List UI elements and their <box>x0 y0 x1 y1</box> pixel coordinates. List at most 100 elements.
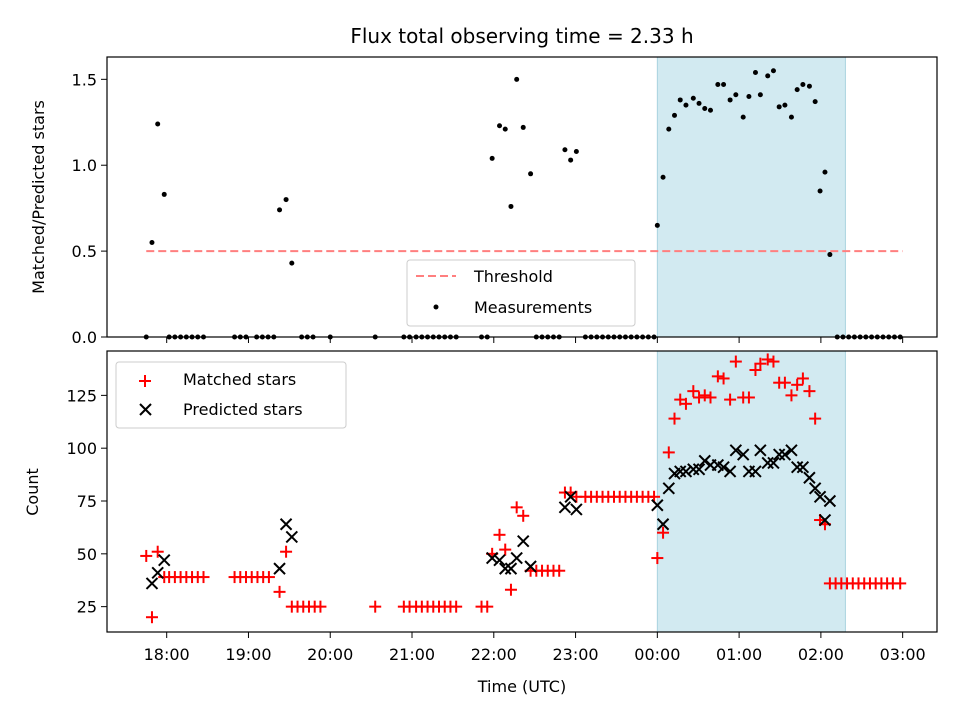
matched-star-point <box>493 528 506 541</box>
matched-star-point <box>668 412 681 425</box>
matched-star-point <box>729 355 742 368</box>
top-y-tick-label: 1.0 <box>72 156 97 175</box>
matched-star-point <box>262 571 275 584</box>
predicted-star-point <box>803 471 816 484</box>
predicted-star-point <box>273 562 286 575</box>
predicted-star-point <box>790 460 804 474</box>
predicted-star-point <box>818 513 832 527</box>
matched-star-point <box>481 600 494 613</box>
measurement-point <box>721 81 727 87</box>
measurement-point <box>715 81 721 87</box>
matched-star-point <box>504 583 517 596</box>
predicted-star-point <box>687 463 700 476</box>
legend-measurements-label: Measurements <box>474 298 592 317</box>
measurement-point <box>283 197 289 203</box>
measurement-point <box>568 157 574 163</box>
matched-star-point <box>761 353 774 366</box>
x-ticks: 18:00 19:00 20:00 21:00 22:00 23:00 00:00 01:00… <box>144 337 926 664</box>
measurement-point <box>765 73 771 79</box>
measurement-point <box>666 126 672 132</box>
matched-star-point <box>450 600 463 613</box>
measurement-point <box>822 169 828 175</box>
matched-star-point <box>778 376 791 389</box>
measurements-series <box>143 68 903 340</box>
measurement-point <box>677 97 683 103</box>
predicted-star-point <box>279 518 293 531</box>
measurement-point <box>806 83 812 89</box>
predicted-star-point <box>570 503 583 516</box>
x-tick-label: 19:00 <box>225 645 271 664</box>
measurement-point <box>776 104 782 110</box>
predicted-star-point <box>504 562 518 575</box>
top-legend-box <box>406 259 636 327</box>
predicted-star-point <box>767 456 780 470</box>
legend-threshold-label: Threshold <box>473 267 553 286</box>
bottom-y-tick-label: 50 <box>77 545 97 564</box>
matched-star-point <box>717 372 730 385</box>
matched-star-point <box>754 357 767 370</box>
x-axis-label: Time (UTC) <box>477 677 566 696</box>
predicted-star-point <box>796 460 810 474</box>
matched-star-point <box>517 509 530 522</box>
x-tick-label: 23:00 <box>553 645 599 664</box>
predicted-star-point <box>151 566 164 580</box>
top-y-axis-label: Matched/Predicted stars <box>29 100 48 294</box>
x-tick-label: 21:00 <box>389 645 435 664</box>
predicted-star-point <box>772 448 786 461</box>
matched-star-point <box>140 549 153 562</box>
matched-star-point <box>749 364 762 377</box>
predicted-stars-series <box>145 444 837 590</box>
measurement-point <box>149 240 155 246</box>
predicted-star-point <box>499 562 512 575</box>
measurement-point <box>489 155 495 161</box>
matched-star-point <box>679 397 692 410</box>
predicted-star-point <box>808 482 822 495</box>
matched-star-point <box>693 391 706 404</box>
measurement-point <box>696 100 702 106</box>
matched-star-point <box>553 564 566 577</box>
measurement-point <box>502 126 508 132</box>
bottom-y-tick-label: 75 <box>77 492 97 511</box>
measurement-point <box>573 148 579 154</box>
bottom-axes-frame <box>106 350 938 633</box>
predicted-star-point <box>651 499 664 512</box>
top-panel: 0.0 0.5 1.0 1.5 Matched/Predicted stars Thr… <box>29 56 938 347</box>
measurement-point <box>155 121 161 127</box>
measurement-point <box>707 107 713 113</box>
measurement-point <box>683 102 689 108</box>
measurement-point <box>757 92 763 98</box>
predicted-star-point <box>717 460 730 474</box>
matched-star-point <box>791 378 804 391</box>
predicted-star-point <box>158 553 171 567</box>
measurement-point <box>800 81 806 87</box>
bottom-legend-box <box>115 361 347 429</box>
top-y-tick-label: 0.0 <box>72 328 97 347</box>
x-tick-label: 18:00 <box>144 645 190 664</box>
matched-stars-series <box>140 353 907 624</box>
bottom-legend: Matched stars Predicted stars <box>115 361 347 429</box>
legend-matched-label: Matched stars <box>183 370 296 389</box>
predicted-star-point <box>510 551 523 565</box>
legend-measurements-swatch <box>433 304 439 310</box>
top-y-ticks: 0.0 0.5 1.0 1.5 <box>72 70 107 347</box>
matched-star-point <box>273 585 286 598</box>
matched-star-point <box>510 501 523 514</box>
measurement-point <box>514 76 520 82</box>
bottom-y-tick-label: 25 <box>77 598 97 617</box>
matched-star-point <box>280 545 293 558</box>
matched-star-point <box>809 412 822 425</box>
predicted-star-point <box>493 553 506 567</box>
top-axes-frame <box>106 56 938 338</box>
measurement-point <box>528 171 534 177</box>
measurement-point <box>827 252 833 258</box>
top-y-tick-label: 1.5 <box>72 70 97 89</box>
measurement-point <box>497 123 503 129</box>
predicted-star-point <box>485 551 499 565</box>
matched-star-point <box>651 552 664 565</box>
predicted-star-point <box>729 444 743 457</box>
measurement-point <box>520 124 526 130</box>
predicted-star-point <box>564 490 577 503</box>
predicted-star-point <box>662 482 675 495</box>
predicted-star-point <box>285 530 299 544</box>
matched-star-point <box>711 370 724 383</box>
